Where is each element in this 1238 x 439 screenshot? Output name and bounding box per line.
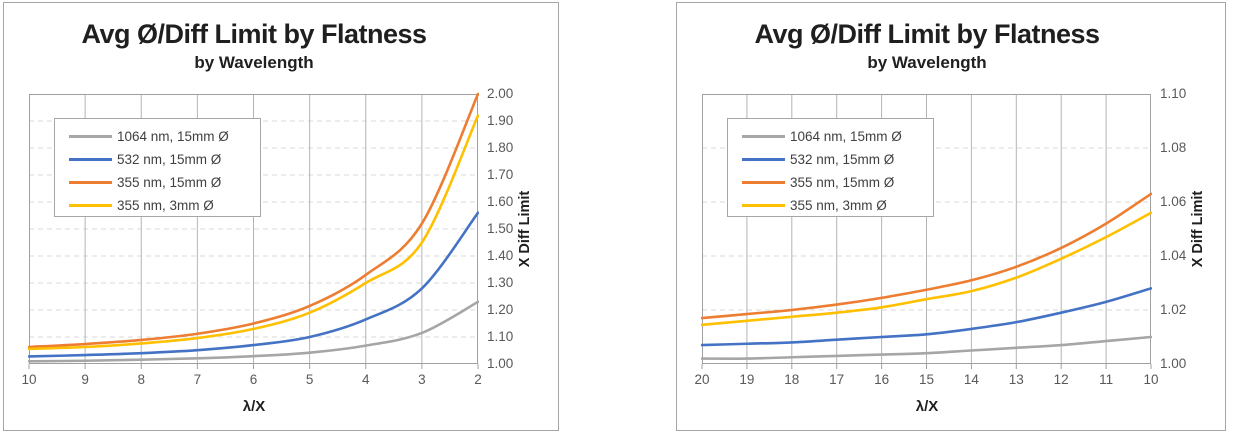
legend-label: 355 nm, 15mm Ø [790,174,895,190]
x-axis-tick-label: 16 [874,372,890,387]
legend-item: 532 nm, 15mm Ø [728,148,933,170]
legend-item: 1064 nm, 15mm Ø [55,125,260,147]
x-axis-title: λ/X [915,398,939,415]
x-axis-title: λ/X [242,398,266,415]
series-line-1064-nm-15mm- [28,300,479,363]
x-axis-tick-label: 5 [305,372,314,387]
x-axis-tick-label: 4 [361,372,370,387]
x-axis-tick-label: 19 [739,372,755,387]
x-axis-tick-label: 20 [694,372,710,387]
series-line-355-nm-15mm- [701,192,1152,320]
x-axis-tick-label: 6 [249,372,258,387]
series-line-355-nm-3mm- [701,211,1152,327]
series-line-1064-nm-15mm- [701,335,1152,360]
y-axis-tick-label: 1.70 [487,167,514,182]
legend-item: 355 nm, 3mm Ø [55,194,260,216]
legend-item: 355 nm, 15mm Ø [728,171,933,193]
x-axis-tick-label: 10 [21,372,37,387]
y-axis-tick-label: 1.04 [1160,248,1187,263]
legend-swatch-line [742,203,785,207]
y-axis-tick-label: 1.00 [1160,356,1187,371]
legend-label: 1064 nm, 15mm Ø [117,128,229,144]
legend-item: 1064 nm, 15mm Ø [728,125,933,147]
plot-border [702,94,1151,364]
series-line-355-nm-3mm- [28,114,479,351]
chart-subtitle: by Wavelength [867,53,987,72]
legend-label: 355 nm, 3mm Ø [790,197,887,213]
legend-swatch-line [742,157,785,161]
y-axis-tick-label: 1.50 [487,221,514,236]
chart-title: Avg Ø/Diff Limit by Flatness [81,19,427,49]
y-axis-tick-label: 1.10 [1160,86,1187,101]
y-axis-tick-label: 1.02 [1160,302,1187,317]
y-axis-tick-label: 1.08 [1160,140,1187,155]
legend-item: 355 nm, 3mm Ø [728,194,933,216]
y-axis-tick-label: 1.20 [487,302,514,317]
legend-item: 355 nm, 15mm Ø [55,171,260,193]
x-axis-tick-label: 2 [474,372,482,387]
chart-panel-left: Avg Ø/Diff Limit by Flatness by Waveleng… [3,2,559,431]
x-axis-tick-label: 10 [1143,372,1159,387]
x-axis-tick-label: 15 [918,372,935,387]
x-axis-tick-label: 7 [193,372,202,387]
plot-border [29,94,478,364]
chart-subtitle: by Wavelength [194,53,314,72]
x-axis-tick-label: 14 [963,372,979,387]
x-axis-tick-label: 9 [81,372,89,387]
chart-title: Avg Ø/Diff Limit by Flatness [754,19,1100,49]
chart-panel-right: Avg Ø/Diff Limit by Flatness by Waveleng… [676,2,1226,431]
x-axis-tick-label: 8 [137,372,145,387]
x-axis-tick-label: 17 [829,372,845,387]
legend-label: 532 nm, 15mm Ø [790,151,895,167]
legend-swatch-line [69,180,112,184]
legend-label: 355 nm, 15mm Ø [117,174,222,190]
y-axis-tick-label: 1.60 [487,194,514,209]
y-axis-tick-label: 1.10 [487,329,514,344]
x-axis-tick-label: 13 [1008,372,1024,387]
y-axis-tick-label: 1.90 [487,113,514,128]
legend-swatch-line [742,180,785,184]
y-axis-tick-label: 1.40 [487,248,514,263]
legend-swatch-line [69,203,112,207]
series-line-532-nm-15mm- [701,287,1152,347]
y-axis-tick-label: 1.00 [487,356,514,371]
legend-item: 532 nm, 15mm Ø [55,148,260,170]
legend: 1064 nm, 15mm Ø 532 nm, 15mm Ø 355 nm, 15m… [727,118,934,217]
y-axis-tick-label: 1.30 [487,275,514,290]
y-axis-tick-label: 1.80 [487,140,514,155]
series-line-532-nm-15mm- [28,211,479,358]
legend-label: 1064 nm, 15mm Ø [790,128,902,144]
legend-swatch-line [69,134,112,138]
legend-swatch-line [69,157,112,161]
x-axis-tick-label: 11 [1099,372,1114,387]
legend-swatch-line [742,134,785,138]
x-axis-tick-label: 3 [418,372,426,387]
x-axis-tick-label: 12 [1053,372,1069,387]
x-axis-tick-label: 18 [784,372,800,387]
y-axis-tick-label: 1.06 [1160,194,1187,209]
legend-label: 355 nm, 3mm Ø [117,197,214,213]
legend-label: 532 nm, 15mm Ø [117,151,222,167]
y-axis-tick-label: 2.00 [487,86,514,101]
legend: 1064 nm, 15mm Ø 532 nm, 15mm Ø 355 nm, 15m… [54,118,261,217]
series-line-355-nm-15mm- [28,92,479,349]
